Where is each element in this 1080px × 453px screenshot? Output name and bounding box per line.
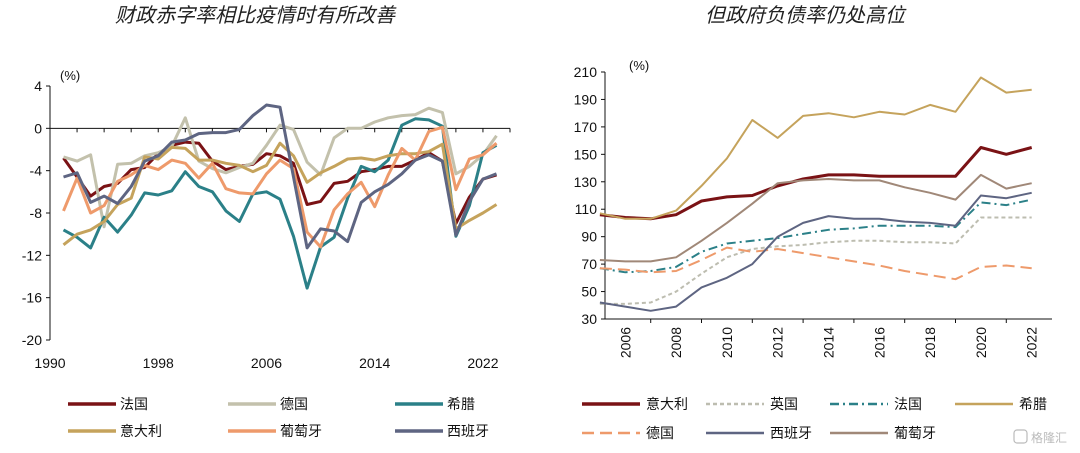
right-legend-label: 意大利 <box>646 396 688 412</box>
right-y-tick-label: 90 <box>581 229 597 245</box>
right-chart: 210 190 170 150 130 110 90 70 50 30 2006 2008 2010 20… <box>574 64 1052 358</box>
right-series-line-1 <box>599 216 1032 305</box>
left-y-tick-label: -4 <box>30 163 43 179</box>
left-series-line-3 <box>62 141 498 246</box>
left-y-tick-label: -12 <box>22 247 42 263</box>
right-y-tick-label: 70 <box>581 256 597 272</box>
left-y-tick-label: 0 <box>34 120 42 136</box>
right-chart-title: 但政府负债率仍处高位 <box>705 3 907 27</box>
right-x-tick-label: 2006 <box>617 327 633 358</box>
right-x-tick-label: 2022 <box>1024 327 1040 358</box>
right-y-tick-label: 30 <box>581 311 597 327</box>
right-x-tick-label: 2008 <box>668 327 684 358</box>
left-series-line-2 <box>62 117 498 290</box>
right-legend-label: 葡萄牙 <box>894 425 936 441</box>
right-x-tick-label: 2014 <box>821 327 837 358</box>
left-y-tick-label: -16 <box>22 290 42 306</box>
left-chart-title: 财政赤字率相比疫情时有所改善 <box>115 3 397 27</box>
left-y-tick-label: -8 <box>30 205 43 221</box>
right-legend-label: 法国 <box>894 396 922 412</box>
right-x-tick-label: 2012 <box>770 327 786 358</box>
right-y-tick-label: 170 <box>574 119 598 135</box>
left-legend-label: 葡萄牙 <box>280 423 322 439</box>
right-series-line-0 <box>599 146 1033 221</box>
right-series-line-2 <box>599 198 1032 274</box>
watermark-text: 格隆汇 <box>1031 430 1067 445</box>
left-x-tick-label: 2006 <box>251 355 282 371</box>
left-series-line-4 <box>62 125 498 249</box>
left-legend-label: 意大利 <box>120 423 162 439</box>
left-x-tick-label: 1990 <box>34 355 65 371</box>
watermark-logo-icon <box>1013 429 1028 444</box>
left-y-tick-label: -20 <box>22 332 42 348</box>
left-x-tick-label: 1998 <box>143 355 174 371</box>
right-series-line-3 <box>599 76 1032 220</box>
right-x-tick-label: 2020 <box>973 327 989 358</box>
right-x-tick-label: 2018 <box>922 327 938 358</box>
left-series-line-5 <box>63 103 498 250</box>
left-chart-unit: (%) <box>60 68 80 83</box>
right-y-tick-label: 150 <box>574 146 598 162</box>
right-x-tick-label: 2010 <box>719 327 735 358</box>
left-chart: 4 0 -4 -8 -12 -16 -20 1990 1998 2006 2014 2022 <box>22 78 511 371</box>
right-legend-label: 英国 <box>770 396 798 412</box>
left-x-tick-label: 2014 <box>359 355 390 371</box>
watermark: 格隆汇 <box>1013 429 1067 445</box>
left-legend-label: 西班牙 <box>447 423 489 439</box>
right-series-line-5 <box>599 191 1032 312</box>
right-y-tick-label: 130 <box>574 174 598 190</box>
left-legend-label: 德国 <box>280 396 308 412</box>
right-legend-label: 希腊 <box>1019 396 1047 412</box>
right-y-tick-label: 50 <box>581 284 597 300</box>
left-y-tick-label: 4 <box>34 78 42 94</box>
left-series-line-0 <box>62 140 497 226</box>
right-legend-label: 西班牙 <box>770 425 812 441</box>
right-legend-label: 德国 <box>646 425 674 441</box>
right-y-tick-label: 110 <box>575 201 598 217</box>
right-series-line-6 <box>599 173 1032 263</box>
right-y-tick-label: 210 <box>574 64 598 80</box>
right-x-tick-label: 2016 <box>871 327 887 358</box>
left-x-tick-label: 2022 <box>467 355 498 371</box>
right-chart-unit: (%) <box>629 58 649 73</box>
right-y-tick-label: 190 <box>574 91 598 107</box>
left-legend-label: 希腊 <box>447 396 475 412</box>
left-series-line-1 <box>63 106 498 229</box>
right-series-line-4 <box>599 246 1032 281</box>
left-legend-label: 法国 <box>120 396 148 412</box>
